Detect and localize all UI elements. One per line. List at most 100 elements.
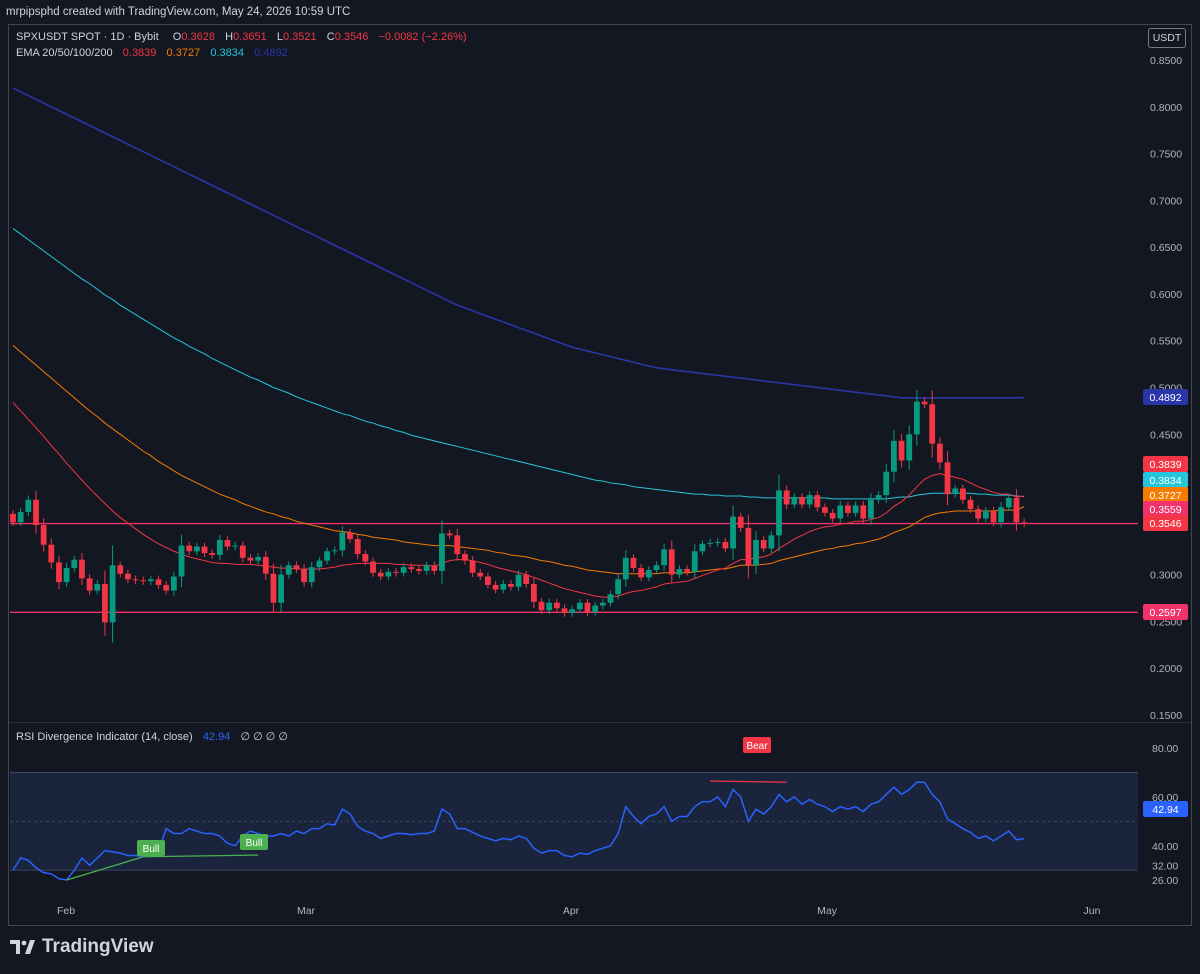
candle-body [201, 546, 208, 554]
candle-body [523, 574, 530, 584]
rsi-legend-label[interactable]: RSI Divergence Indicator (14, close) [16, 731, 193, 743]
price-label-text: 0.3727 [1149, 490, 1181, 502]
price-label-badge [1143, 604, 1188, 620]
candle-body [1013, 497, 1020, 523]
candle-body [622, 557, 629, 580]
rsi-value-badge [1143, 801, 1188, 817]
candle-body [278, 574, 284, 603]
candle-body [845, 505, 851, 513]
candle-body [86, 578, 93, 591]
candle-body [1021, 522, 1028, 524]
candle-body [875, 495, 882, 500]
candle-body [760, 540, 767, 549]
candle-body [906, 434, 913, 461]
quote-currency-badge[interactable]: USDT [1148, 28, 1186, 48]
candle-body [255, 556, 262, 561]
candle-body [737, 516, 744, 528]
rsi-axis-tick: 40.00 [1152, 841, 1178, 853]
candle-body [347, 532, 353, 540]
legend-ema-label[interactable]: EMA 20/50/100/200 [16, 47, 113, 59]
candle-body [783, 490, 790, 505]
legend-ema100: 0.3834 [210, 47, 244, 59]
candle-body [982, 511, 989, 519]
legend-open: 0.3628 [181, 31, 215, 43]
candle-body [94, 584, 101, 591]
rsi-legend: RSI Divergence Indicator (14, close) 42.… [16, 730, 288, 743]
candle-body [439, 533, 445, 571]
candle-body [852, 505, 859, 513]
candle-body [730, 516, 736, 549]
price-axis-tick: 0.5500 [1150, 336, 1182, 348]
price-label-badge [1143, 389, 1188, 405]
candle-body [975, 509, 982, 519]
legend-change: −0.0082 (−2.26%) [378, 31, 467, 43]
legend-ema50: 0.3727 [166, 47, 201, 59]
candle-body [1005, 497, 1012, 508]
candle-body [868, 499, 874, 519]
candle-body [653, 565, 660, 570]
candle-body [454, 535, 461, 555]
tradingview-brand: TradingView [10, 936, 154, 958]
candle-body [239, 545, 246, 558]
legend-ema20: 0.3839 [122, 47, 157, 59]
rsi-legend-extras: ∅ ∅ ∅ ∅ [240, 731, 288, 743]
candle-body [699, 543, 706, 552]
tradingview-logo-icon [10, 938, 36, 956]
price-legend: SPXUSDT SPOT · 1D · Bybit O0.3628 H0.365… [16, 31, 467, 43]
price-axis-tick: 0.1500 [1150, 710, 1182, 722]
candle-body [745, 527, 752, 566]
candle-body [247, 557, 254, 561]
candle-body [416, 569, 422, 571]
candle-body [515, 574, 522, 587]
candle-body [71, 559, 78, 569]
candle-body [163, 584, 170, 591]
legend-ema200: 0.4892 [254, 47, 288, 59]
candle-body [224, 540, 231, 547]
candle-body [561, 608, 568, 614]
pane-separator[interactable] [9, 722, 1191, 723]
candle-body [446, 533, 453, 536]
candle-body [40, 525, 47, 545]
time-axis-tick: May [817, 905, 838, 917]
legend-o-label: O [172, 31, 182, 43]
candle-body [936, 443, 943, 463]
candle-body [408, 567, 415, 570]
bull-divergence-label: Bull [143, 844, 160, 855]
candle-body [25, 499, 32, 512]
candle-body [837, 505, 844, 519]
candle-body [898, 440, 905, 461]
candle-body [607, 594, 614, 603]
candle-body [990, 511, 997, 523]
candle-body [393, 571, 399, 573]
candle-body [423, 565, 430, 571]
rsi-legend-value: 42.94 [202, 731, 231, 743]
chart-header: mrpipsphd created with TradingView.com, … [6, 6, 351, 18]
candle-body [508, 584, 514, 587]
candle-body [599, 602, 606, 606]
candle-body [33, 499, 39, 526]
candle-body [140, 580, 147, 582]
candle-body [707, 542, 713, 544]
candle-body [638, 568, 645, 578]
legend-symbol[interactable]: SPXUSDT SPOT · 1D · Bybit [16, 31, 159, 43]
candle-body [615, 579, 622, 595]
candle-body [684, 569, 690, 572]
candle-body [500, 584, 507, 590]
candle-body [285, 565, 292, 575]
price-label-badge [1143, 501, 1188, 517]
candle-body [584, 602, 591, 613]
price-axis-tick: 0.4500 [1150, 429, 1182, 441]
candle-body [814, 495, 821, 508]
candle-body [209, 553, 216, 555]
candle-body [216, 540, 223, 555]
candle-body [48, 544, 55, 563]
candle-body [385, 571, 392, 577]
candle-body [301, 569, 307, 583]
time-axis-tick: Feb [57, 905, 75, 917]
price-label-badge [1143, 487, 1188, 503]
time-axis-tick: Jun [1084, 905, 1101, 917]
candle-body [822, 507, 828, 513]
candle-body [170, 576, 177, 591]
candle-body [576, 602, 583, 610]
